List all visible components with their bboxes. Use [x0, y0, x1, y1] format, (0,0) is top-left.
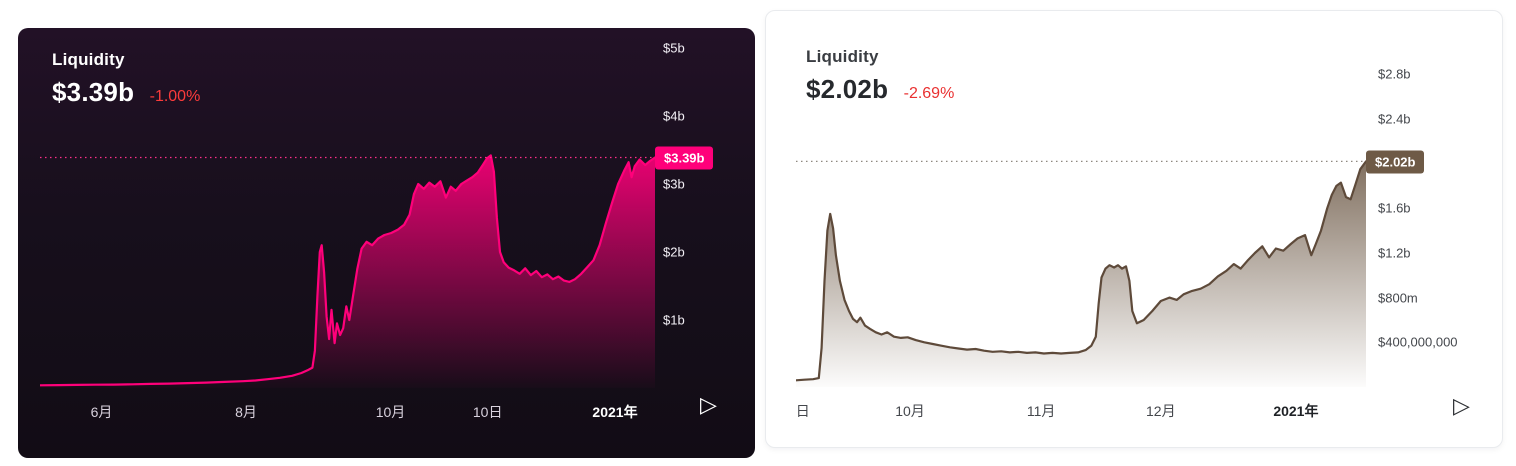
y-axis-tick: $1.2b — [1378, 245, 1411, 261]
chart-header: Liquidity $2.02b -2.69% — [806, 47, 954, 105]
y-axis-tick: $800m — [1378, 290, 1418, 306]
liquidity-value: $3.39b — [52, 77, 135, 107]
y-axis-tick: $400,000,000 — [1378, 334, 1458, 350]
y-axis-tick: $3b — [663, 176, 685, 192]
liquidity-change: -2.69% — [903, 85, 955, 102]
x-axis-tick: 2021年 — [592, 404, 638, 420]
x-axis: 日 10月 11月 12月 2021年 — [796, 399, 1366, 421]
current-value-badge: $3.39b — [655, 146, 714, 169]
current-value-badge: $2.02b — [1366, 150, 1425, 174]
x-axis-tick: 日 — [795, 403, 810, 419]
y-axis-tick: $5b — [663, 40, 685, 56]
y-axis-tick: $1b — [663, 312, 685, 328]
x-axis-tick: 6月 — [90, 404, 113, 420]
y-axis: $2.8b $2.4b $1.6b $1.2b $800m $400,000,000 — [1378, 31, 1500, 387]
play-button[interactable]: ▷ — [700, 392, 717, 417]
x-axis-tick: 11月 — [1026, 403, 1056, 419]
x-axis-tick: 12月 — [1146, 403, 1176, 419]
x-axis: 6月 8月 10月 10日 2021年 — [40, 400, 655, 422]
chart-header: Liquidity $3.39b -1.00% — [52, 50, 200, 108]
y-axis-tick: $2.4b — [1378, 111, 1411, 127]
chart-title: Liquidity — [806, 47, 879, 66]
area-chart-plot[interactable] — [796, 31, 1366, 387]
x-axis-tick: 10月 — [895, 403, 925, 419]
liquidity-value: $2.02b — [806, 74, 889, 104]
x-axis-tick: 10月 — [375, 404, 406, 420]
play-button[interactable]: ▷ — [1453, 393, 1470, 418]
y-axis-tick: $1.6b — [1378, 200, 1411, 216]
area-chart-plot[interactable] — [40, 38, 655, 388]
y-axis: $5b $4b $3b $2b $1b — [663, 38, 753, 388]
chart-title: Liquidity — [52, 50, 125, 69]
value-row: $3.39b -1.00% — [52, 77, 200, 108]
x-axis-tick: 2021年 — [1273, 403, 1319, 419]
y-axis-tick: $2b — [663, 244, 685, 260]
liquidity-card-dark: Liquidity $3.39b -1.00% $5b $4b $3b $2b $1b … — [18, 28, 755, 458]
value-row: $2.02b -2.69% — [806, 74, 954, 105]
liquidity-change: -1.00% — [149, 88, 201, 105]
liquidity-card-light: Liquidity $2.02b -2.69% $2.8b $2.4b $1.6b $… — [765, 10, 1503, 448]
y-axis-tick: $2.8b — [1378, 66, 1411, 82]
x-axis-tick: 10日 — [472, 404, 503, 420]
y-axis-tick: $4b — [663, 108, 685, 124]
x-axis-tick: 8月 — [235, 404, 257, 420]
